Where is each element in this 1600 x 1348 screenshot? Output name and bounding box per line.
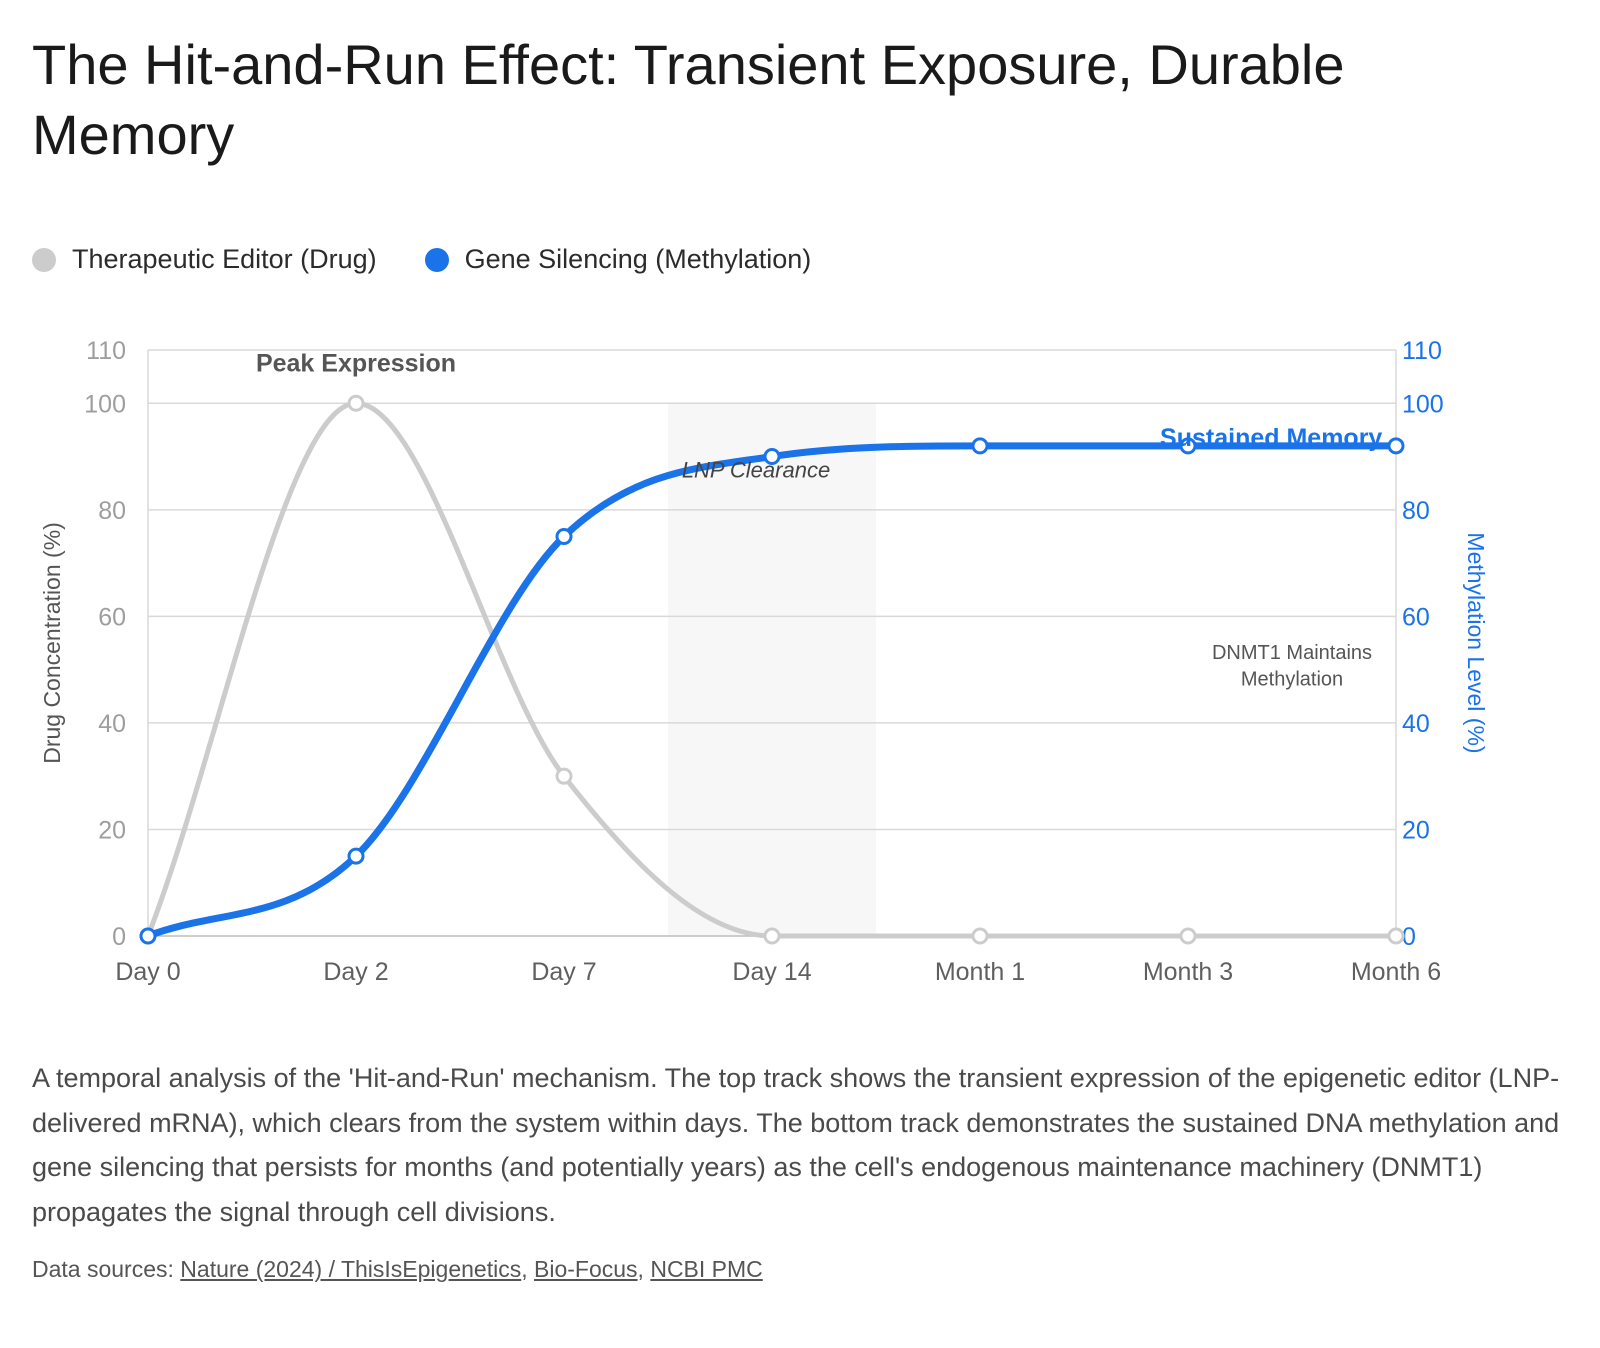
data-point-drug xyxy=(1387,927,1405,945)
y-right-tick-label: 40 xyxy=(1402,710,1430,738)
y-right-tick-label: 20 xyxy=(1402,816,1430,844)
chart-annotation: DNMT1 Maintains xyxy=(1212,642,1372,664)
y-right-tick-label: 60 xyxy=(1402,603,1430,631)
data-point-methylation xyxy=(1179,437,1197,455)
chart-description: A temporal analysis of the 'Hit-and-Run'… xyxy=(32,1063,1560,1227)
sources-prefix: Data sources: xyxy=(32,1256,181,1282)
legend-swatch-drug xyxy=(32,247,56,272)
x-tick-label: Day 0 xyxy=(115,958,180,986)
annotation-lnp-clearance: LNP Clearance xyxy=(682,458,830,483)
sources-separator: , xyxy=(521,1256,534,1282)
x-tick-label: Day 7 xyxy=(531,958,596,986)
x-tick-label: Day 2 xyxy=(323,958,388,986)
chart-annotation: Sustained Memory xyxy=(1160,424,1382,452)
legend-label-methylation: Gene Silencing (Methylation) xyxy=(464,244,812,274)
data-point-methylation xyxy=(555,527,573,545)
data-point-drug xyxy=(1179,927,1197,945)
chart-legend: Therapeutic Editor (Drug) Gene Silencing… xyxy=(32,244,811,275)
sources-separator: , xyxy=(637,1256,651,1282)
data-point-methylation xyxy=(139,927,157,945)
chart-annotation: Peak Expression xyxy=(256,349,456,377)
data-point-methylation xyxy=(971,437,989,455)
data-point-methylation xyxy=(763,448,781,466)
data-point-drug xyxy=(763,927,781,945)
y-left-tick-label: 100 xyxy=(84,390,126,418)
data-point-drug xyxy=(347,394,365,412)
y-right-tick-label: 110 xyxy=(1402,337,1442,365)
source-link-bio-focus[interactable]: Bio-Focus xyxy=(534,1256,638,1282)
legend-item-methylation[interactable]: Gene Silencing (Methylation) xyxy=(424,244,812,275)
data-point-methylation xyxy=(347,847,365,865)
data-point-drug xyxy=(971,927,989,945)
source-link-ncbi-pmc[interactable]: NCBI PMC xyxy=(650,1256,763,1282)
y-left-tick-label: 0 xyxy=(112,923,126,951)
x-tick-label: Month 1 xyxy=(935,958,1025,986)
y-left-tick-label: 60 xyxy=(98,603,126,631)
legend-label-drug: Therapeutic Editor (Drug) xyxy=(72,244,377,274)
data-point-drug xyxy=(555,767,573,785)
legend-item-drug[interactable]: Therapeutic Editor (Drug) xyxy=(32,244,377,275)
legend-swatch-methylation xyxy=(424,247,449,272)
y-left-tick-label: 40 xyxy=(98,710,126,738)
data-sources: Data sources: Nature (2024) / ThisIsEpig… xyxy=(32,1256,763,1283)
y-left-tick-label: 110 xyxy=(86,337,126,365)
x-tick-label: Month 3 xyxy=(1143,958,1233,986)
shaded-region-lnp-clearance xyxy=(668,403,876,937)
series-line-drug xyxy=(145,400,1399,939)
y-right-axis-title: Methylation Level (%) xyxy=(1463,532,1489,753)
y-right-tick-label: 0 xyxy=(1402,923,1416,951)
y-right-tick-label: 100 xyxy=(1402,390,1444,418)
line-chart: 0 20 40 60 80 100 110 0 20 40 60 80 100 110 Day 0 Day 2… xyxy=(39,337,1489,986)
y-left-tick-label: 20 xyxy=(98,816,126,844)
source-link-nature[interactable]: Nature (2024) / ThisIsEpigenetics xyxy=(180,1256,522,1282)
chart-annotation: Methylation xyxy=(1241,669,1343,691)
y-left-tick-label: 80 xyxy=(98,497,126,525)
x-tick-label: Day 14 xyxy=(732,958,811,986)
data-point-methylation xyxy=(1387,437,1405,455)
x-tick-label: Month 6 xyxy=(1351,958,1441,986)
y-left-axis-title: Drug Concentration (%) xyxy=(39,522,65,764)
y-right-tick-label: 80 xyxy=(1402,497,1430,525)
page-title: The Hit-and-Run Effect: Transient Exposu… xyxy=(32,33,1345,166)
